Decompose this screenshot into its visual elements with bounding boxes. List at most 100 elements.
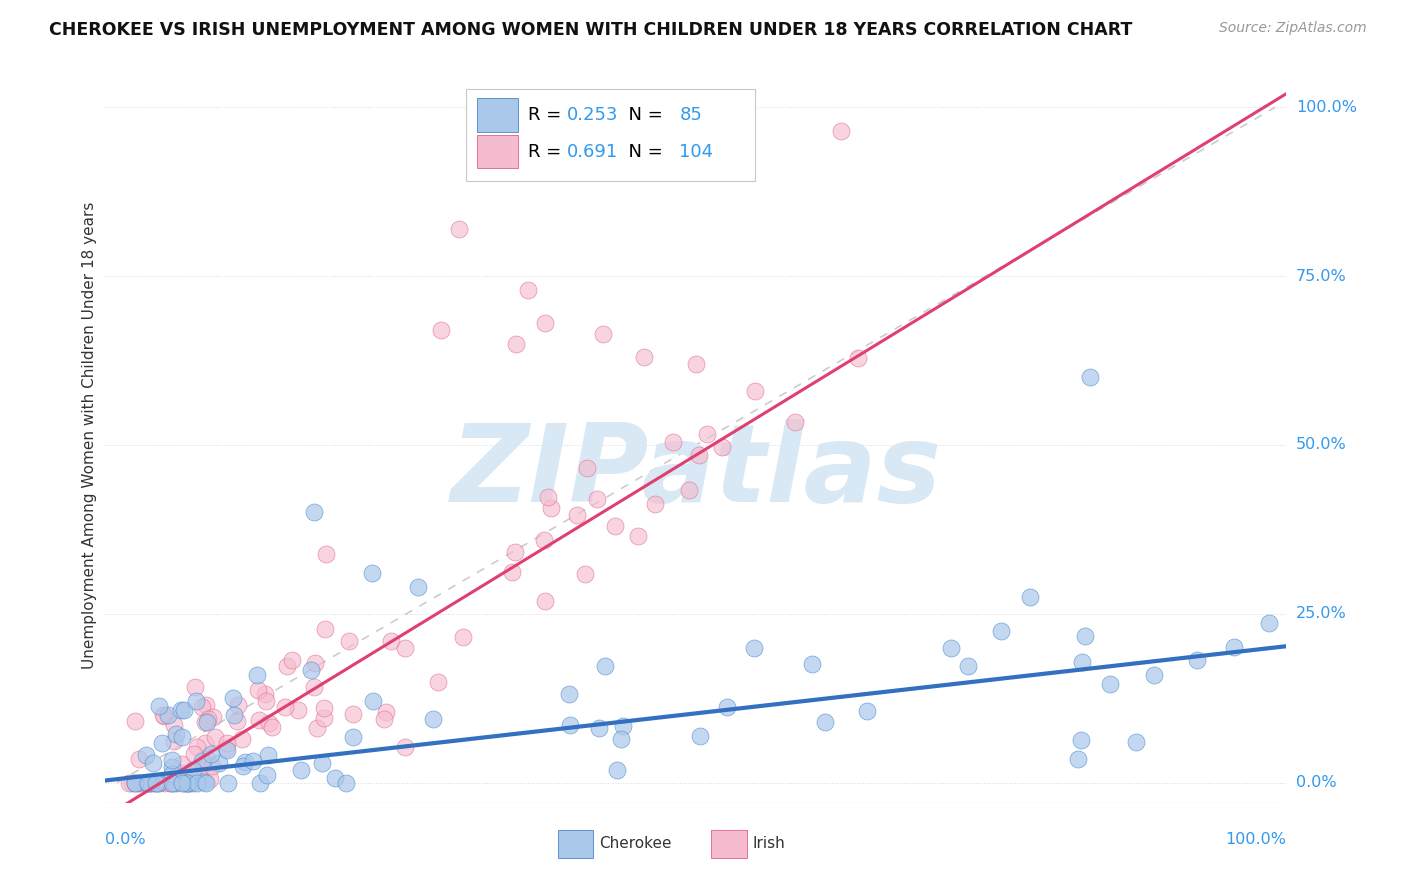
Point: [124, 775, 146, 789]
Point: [146, 775, 169, 789]
Point: [197, 714, 219, 729]
Point: [138, 775, 160, 789]
Point: [688, 449, 710, 463]
Point: [744, 384, 766, 398]
Point: [281, 653, 304, 667]
Point: [153, 709, 176, 723]
Text: ZIPatlas: ZIPatlas: [450, 418, 942, 524]
Point: [242, 755, 264, 769]
Point: [191, 754, 214, 768]
Point: [1142, 667, 1164, 681]
Point: [247, 683, 270, 698]
Text: R =: R =: [529, 106, 567, 124]
Point: [183, 747, 205, 762]
Point: [565, 508, 588, 522]
Point: [153, 775, 176, 789]
Point: [505, 336, 527, 351]
Point: [139, 775, 162, 789]
Text: 25.0%: 25.0%: [1296, 607, 1347, 621]
Point: [373, 713, 395, 727]
Point: [633, 350, 655, 364]
Point: [257, 716, 280, 731]
Text: 104: 104: [679, 143, 714, 161]
Point: [177, 775, 200, 789]
Point: [534, 317, 557, 331]
Point: [742, 640, 765, 655]
Point: [342, 706, 364, 721]
Text: 100.0%: 100.0%: [1296, 100, 1357, 115]
Point: [225, 714, 247, 729]
Point: [374, 705, 396, 719]
Point: [217, 743, 239, 757]
Point: [533, 533, 555, 547]
Point: [593, 659, 616, 673]
Point: [128, 775, 150, 789]
Point: [148, 775, 170, 789]
Point: [173, 775, 195, 789]
Point: [1018, 590, 1040, 604]
Point: [188, 774, 211, 789]
Point: [204, 730, 226, 744]
Point: [217, 775, 239, 789]
Point: [257, 748, 280, 763]
Text: N =: N =: [617, 106, 668, 124]
Point: [142, 756, 165, 771]
Point: [785, 416, 807, 430]
Point: [194, 715, 217, 730]
Text: R =: R =: [529, 143, 567, 161]
Point: [644, 497, 666, 511]
Text: N =: N =: [617, 143, 668, 161]
Point: [124, 714, 146, 728]
Point: [247, 713, 270, 727]
Point: [208, 756, 231, 770]
Point: [304, 656, 326, 670]
Point: [716, 700, 738, 714]
Point: [194, 698, 217, 712]
Point: [574, 566, 596, 581]
Point: [1185, 653, 1208, 667]
Point: [231, 731, 253, 746]
Text: 0.691: 0.691: [567, 143, 619, 161]
Point: [585, 491, 607, 506]
Point: [1125, 735, 1147, 749]
Point: [249, 775, 271, 789]
Point: [311, 756, 333, 771]
Text: 50.0%: 50.0%: [1296, 437, 1347, 452]
Point: [183, 763, 205, 777]
Point: [276, 659, 298, 673]
Point: [233, 755, 256, 769]
Point: [361, 694, 384, 708]
Point: [302, 680, 325, 694]
Point: [453, 630, 475, 644]
Point: [191, 700, 214, 714]
Point: [1067, 752, 1090, 766]
Point: [1098, 677, 1121, 691]
Point: [118, 775, 141, 789]
Point: [337, 633, 360, 648]
Point: [380, 633, 402, 648]
FancyBboxPatch shape: [465, 89, 755, 181]
Point: [160, 753, 183, 767]
Point: [128, 752, 150, 766]
Point: [610, 732, 633, 747]
Point: [136, 775, 159, 789]
Point: [166, 775, 188, 789]
Point: [689, 729, 711, 743]
FancyBboxPatch shape: [558, 830, 593, 858]
Point: [533, 594, 555, 608]
Point: [846, 351, 869, 365]
Point: [273, 700, 295, 714]
Point: [323, 771, 346, 785]
Point: [181, 775, 204, 789]
Point: [159, 775, 181, 789]
Point: [173, 703, 195, 717]
Point: [148, 698, 170, 713]
Point: [184, 694, 207, 708]
Point: [150, 736, 173, 750]
Text: CHEROKEE VS IRISH UNEMPLOYMENT AMONG WOMEN WITH CHILDREN UNDER 18 YEARS CORRELAT: CHEROKEE VS IRISH UNEMPLOYMENT AMONG WOM…: [49, 21, 1133, 38]
Point: [1074, 629, 1097, 643]
Point: [195, 750, 218, 764]
Point: [195, 775, 218, 789]
Text: 0.0%: 0.0%: [105, 832, 146, 847]
Point: [314, 622, 336, 636]
